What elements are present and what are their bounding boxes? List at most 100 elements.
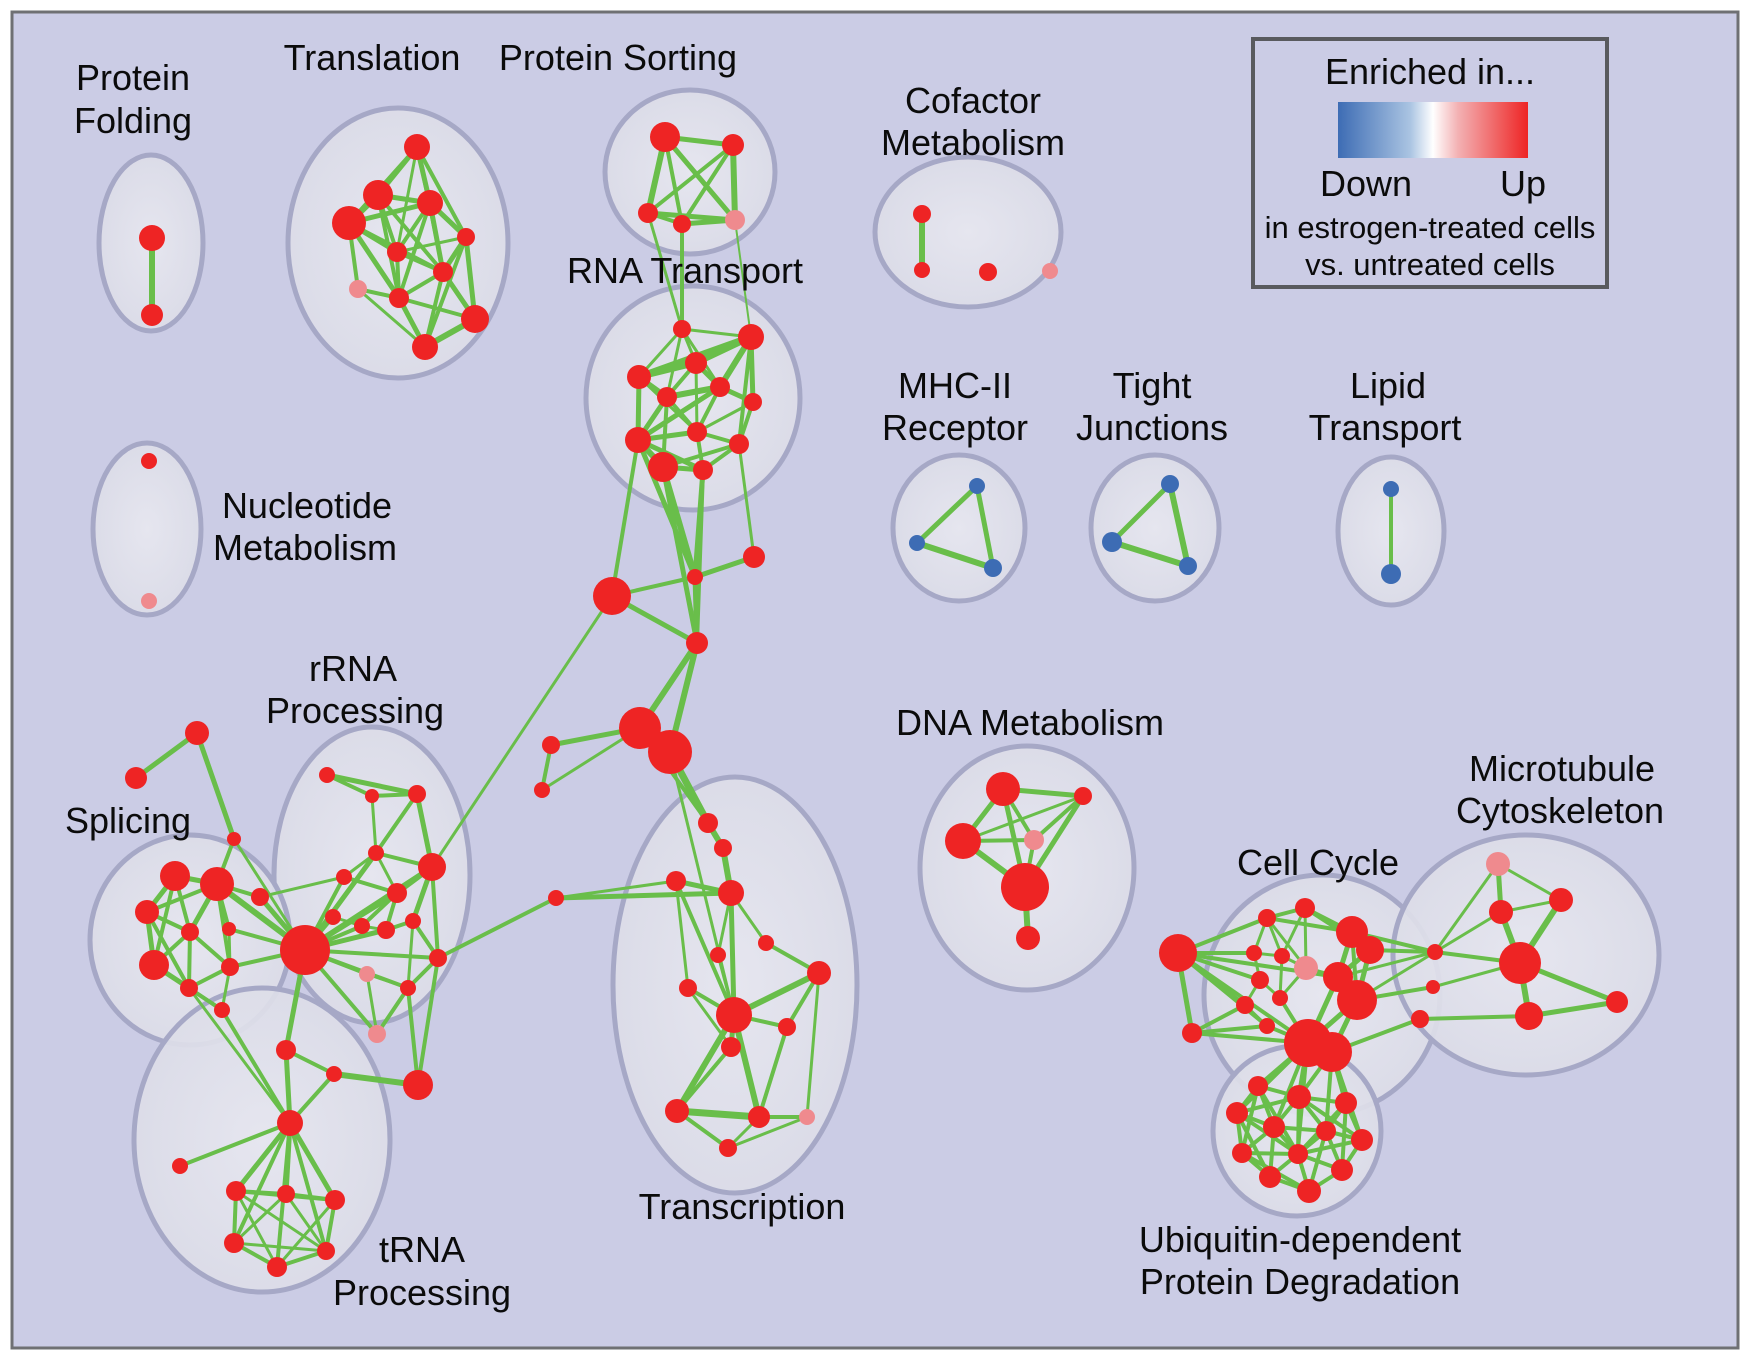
network-node (686, 632, 708, 654)
network-node (276, 1040, 296, 1060)
network-node (326, 1066, 342, 1082)
network-node (657, 387, 677, 407)
network-node (593, 577, 631, 615)
network-node (1226, 1102, 1248, 1124)
network-node (1312, 1032, 1352, 1072)
network-edge (275, 1198, 337, 1269)
network-node (710, 377, 730, 397)
network-node (721, 1037, 741, 1057)
network-edge (370, 794, 378, 855)
network-edge (974, 483, 996, 571)
network-edge (365, 972, 379, 1036)
legend: Enriched in... Down Up in estrogen-treated … (1251, 37, 1609, 289)
cluster-label: Lipid (1350, 365, 1426, 406)
network-edge (374, 792, 419, 855)
network-node (1294, 956, 1318, 980)
network-node (172, 1158, 188, 1174)
network-node (1161, 475, 1179, 493)
network-edge (734, 219, 752, 338)
network-node (673, 320, 691, 338)
network-node (387, 242, 407, 262)
network-node (1331, 1159, 1353, 1181)
cluster-label: Processing (266, 690, 444, 731)
network-node (1316, 1121, 1336, 1141)
network-node (418, 853, 446, 881)
network-node (909, 535, 925, 551)
network-edge (133, 730, 200, 781)
network-node (716, 997, 752, 1033)
network-node (1232, 1143, 1252, 1163)
network-node (1182, 1023, 1202, 1043)
network-edge (695, 400, 755, 434)
network-node (1246, 945, 1262, 961)
network-node (743, 546, 765, 568)
network-node (1297, 1179, 1321, 1203)
network-edge (356, 287, 427, 349)
network-node (625, 427, 651, 453)
network-edge (646, 143, 735, 215)
cluster-label: Junctions (1076, 407, 1228, 448)
legend-box (1251, 37, 1609, 289)
network-edge (914, 540, 996, 571)
network-node (1515, 1002, 1543, 1030)
network-edge (232, 1241, 328, 1253)
cluster-label: Folding (74, 100, 192, 141)
network-edge (194, 730, 237, 842)
network-node (1606, 991, 1628, 1013)
network-node (377, 921, 395, 939)
network-node (332, 206, 366, 240)
network-node (139, 950, 169, 980)
network-node (1381, 564, 1401, 584)
legend-gradient-bar (1338, 102, 1528, 158)
cluster-label: DNA Metabolism (896, 702, 1164, 743)
network-node (725, 210, 745, 230)
network-edge (423, 235, 468, 349)
network-edge (1167, 481, 1191, 569)
network-node (354, 918, 370, 934)
network-node (368, 1025, 386, 1043)
network-node (417, 190, 443, 216)
cluster-label: Receptor (882, 407, 1028, 448)
network-edge (674, 879, 690, 990)
cluster-label: Splicing (65, 800, 191, 841)
cluster-label: Transcription (639, 1186, 846, 1227)
network-node (280, 925, 330, 975)
network-edge (375, 986, 410, 1036)
network-node (542, 736, 560, 754)
network-node (722, 134, 744, 156)
network-node (687, 422, 707, 442)
network-node (665, 1099, 689, 1123)
network-node (412, 334, 438, 360)
cluster-label: Cofactor (905, 80, 1041, 121)
network-node (185, 721, 209, 745)
network-node (221, 958, 239, 976)
network-edge (675, 1045, 733, 1113)
network-edge (674, 1012, 737, 1114)
network-edge (1418, 1014, 1531, 1021)
network-node (1335, 1092, 1357, 1114)
cluster-ellipse-nucleotide-metabolism (90, 440, 204, 618)
network-edge (660, 464, 700, 646)
network-node (317, 1242, 335, 1260)
network-node (969, 478, 985, 494)
network-node (365, 789, 379, 803)
network-node (534, 782, 550, 798)
network-node (1179, 557, 1197, 575)
network-node (389, 288, 409, 308)
network-edge (694, 361, 699, 434)
network-node (648, 730, 692, 774)
cluster-label: Protein Degradation (1140, 1261, 1460, 1302)
network-node (1259, 1166, 1281, 1188)
network-node (200, 867, 234, 901)
cluster-label: Cytoskeleton (1456, 790, 1664, 831)
network-edge (395, 235, 468, 254)
cluster-label: Metabolism (881, 122, 1065, 163)
cluster-label: Protein (76, 57, 190, 98)
network-edge (187, 930, 192, 990)
network-node (180, 979, 198, 997)
network-node (714, 839, 732, 857)
network-node (1042, 263, 1058, 279)
cluster-label: Metabolism (213, 527, 397, 568)
network-node (408, 785, 426, 803)
